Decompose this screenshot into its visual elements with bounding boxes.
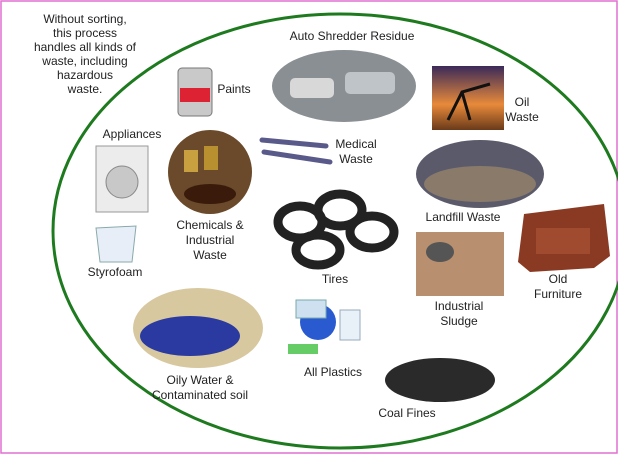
armchair-seat <box>536 228 590 254</box>
item-label: Industrial <box>186 233 235 247</box>
item-label: Chemicals & <box>176 218 243 232</box>
tires <box>278 194 394 265</box>
item-label: Oil <box>515 95 530 109</box>
item-label: Tires <box>322 272 348 286</box>
caption-line: Without sorting, <box>43 12 126 26</box>
caption-line: this process <box>53 26 117 40</box>
item-label: Furniture <box>534 287 582 301</box>
drum <box>184 150 198 172</box>
caption-line: waste. <box>67 82 103 96</box>
item-label: Old <box>549 272 568 286</box>
item-label: Styrofoam <box>88 265 143 279</box>
drum <box>204 146 218 170</box>
sludge-photo <box>416 232 504 296</box>
item-label: Appliances <box>103 127 162 141</box>
washing-machine-door <box>106 166 138 198</box>
item-label: Medical <box>335 137 376 151</box>
item-label: Waste <box>193 248 227 262</box>
car <box>290 78 334 98</box>
caption-line: waste, including <box>41 54 127 68</box>
landfill-debris <box>424 166 536 202</box>
caption-line: hazardous <box>57 68 113 82</box>
coal-pile <box>385 358 495 402</box>
oil-photo <box>432 66 504 130</box>
item-label: Sludge <box>440 314 478 328</box>
item-label: Waste <box>339 152 373 166</box>
paint-can-label <box>180 88 210 102</box>
item-label: Paints <box>217 82 250 96</box>
item-label: Landfill Waste <box>426 210 501 224</box>
item-label: Waste <box>505 110 539 124</box>
diagram: Without sorting,this processhandles all … <box>0 0 618 454</box>
styrofoam-cup <box>96 226 136 262</box>
pipe <box>426 242 454 262</box>
item-label: Industrial <box>435 299 484 313</box>
plastics <box>288 300 360 354</box>
caption-line: handles all kinds of <box>34 40 137 54</box>
syringes <box>262 140 330 162</box>
item-label: Auto Shredder Residue <box>290 29 415 43</box>
illustrations <box>96 50 610 402</box>
polluted-water <box>140 316 240 356</box>
car <box>345 72 395 94</box>
item-label: All Plastics <box>304 365 362 379</box>
spill <box>184 184 236 204</box>
item-label: Contaminated soil <box>152 388 248 402</box>
item-label: Coal Fines <box>378 406 435 420</box>
item-label: Oily Water & <box>167 373 234 387</box>
